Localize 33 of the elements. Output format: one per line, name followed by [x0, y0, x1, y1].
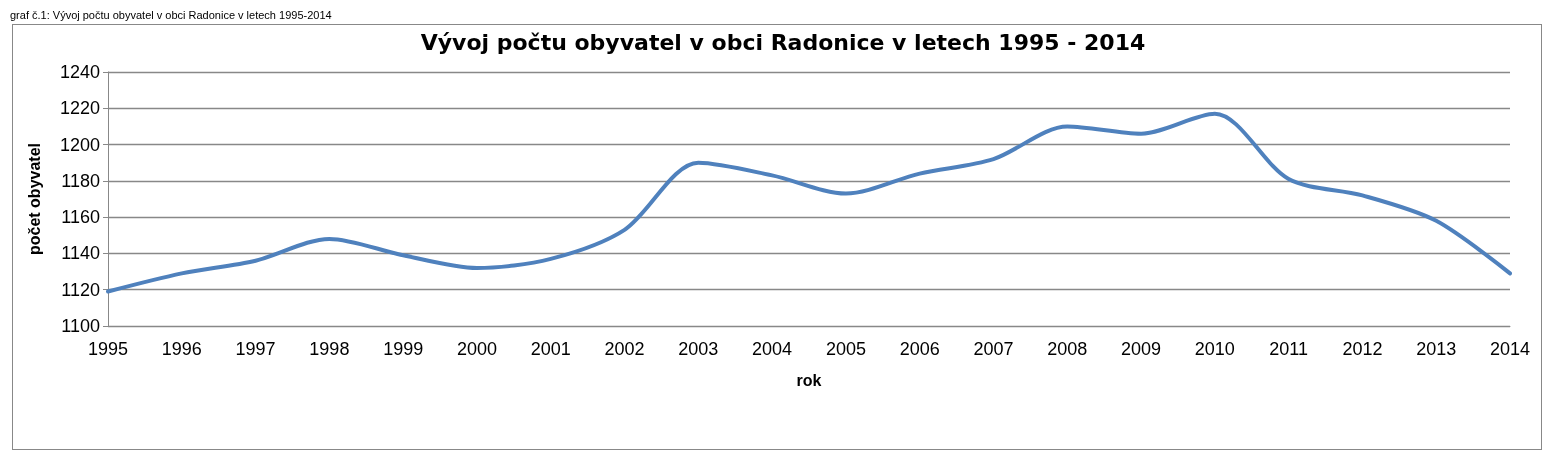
y-tick-label: 1180	[61, 170, 100, 191]
x-tick-label: 1997	[235, 339, 276, 359]
x-tick-label: 1996	[161, 339, 202, 359]
chart-title: Vývoj počtu obyvatel v obci Radonice v letech 1995 - 2014	[420, 29, 1146, 55]
y-tick-label: 1220	[59, 98, 100, 119]
x-tick-label: 2014	[1489, 339, 1531, 359]
x-tick-label: 2013	[1416, 339, 1457, 359]
x-axis-title: rok	[796, 371, 822, 389]
x-tick-label: 2006	[899, 339, 940, 359]
line-series	[106, 111, 1512, 294]
x-tick-label: 2008	[1047, 339, 1088, 359]
y-tick-label: 1200	[59, 134, 100, 155]
x-tick-label: 2011	[1269, 339, 1308, 359]
x-tick-label: 1999	[383, 339, 424, 359]
x-tick-label: 2010	[1194, 339, 1235, 359]
x-tick-label: 2005	[825, 339, 866, 359]
x-tick-label: 2000	[456, 339, 497, 359]
x-tick-label: 1995	[87, 339, 129, 359]
x-tick-label: 2003	[678, 339, 719, 359]
x-tick-label: 2004	[752, 339, 793, 359]
x-tick-label: 2007	[973, 339, 1014, 359]
x-tick-label: 2009	[1121, 339, 1162, 359]
x-tick-label: 2001	[530, 339, 571, 359]
x-tick-label: 2012	[1342, 339, 1383, 359]
text: graf č.1: Vývoj počtu obyvatel v obci Radonice v letech 1995-2014	[10, 8, 332, 21]
x-tick-label: 1998	[309, 339, 350, 359]
y-tick-label: 1240	[59, 62, 100, 82]
y-tick-label: 1100	[61, 316, 100, 336]
x-tick-label: 2002	[604, 339, 645, 359]
y-tick-label: 1160	[61, 207, 100, 228]
y-tick-label: 1140	[61, 243, 100, 264]
y-tick-label: 1120	[61, 279, 100, 300]
y-axis-title: počet obyvatel	[25, 142, 43, 256]
